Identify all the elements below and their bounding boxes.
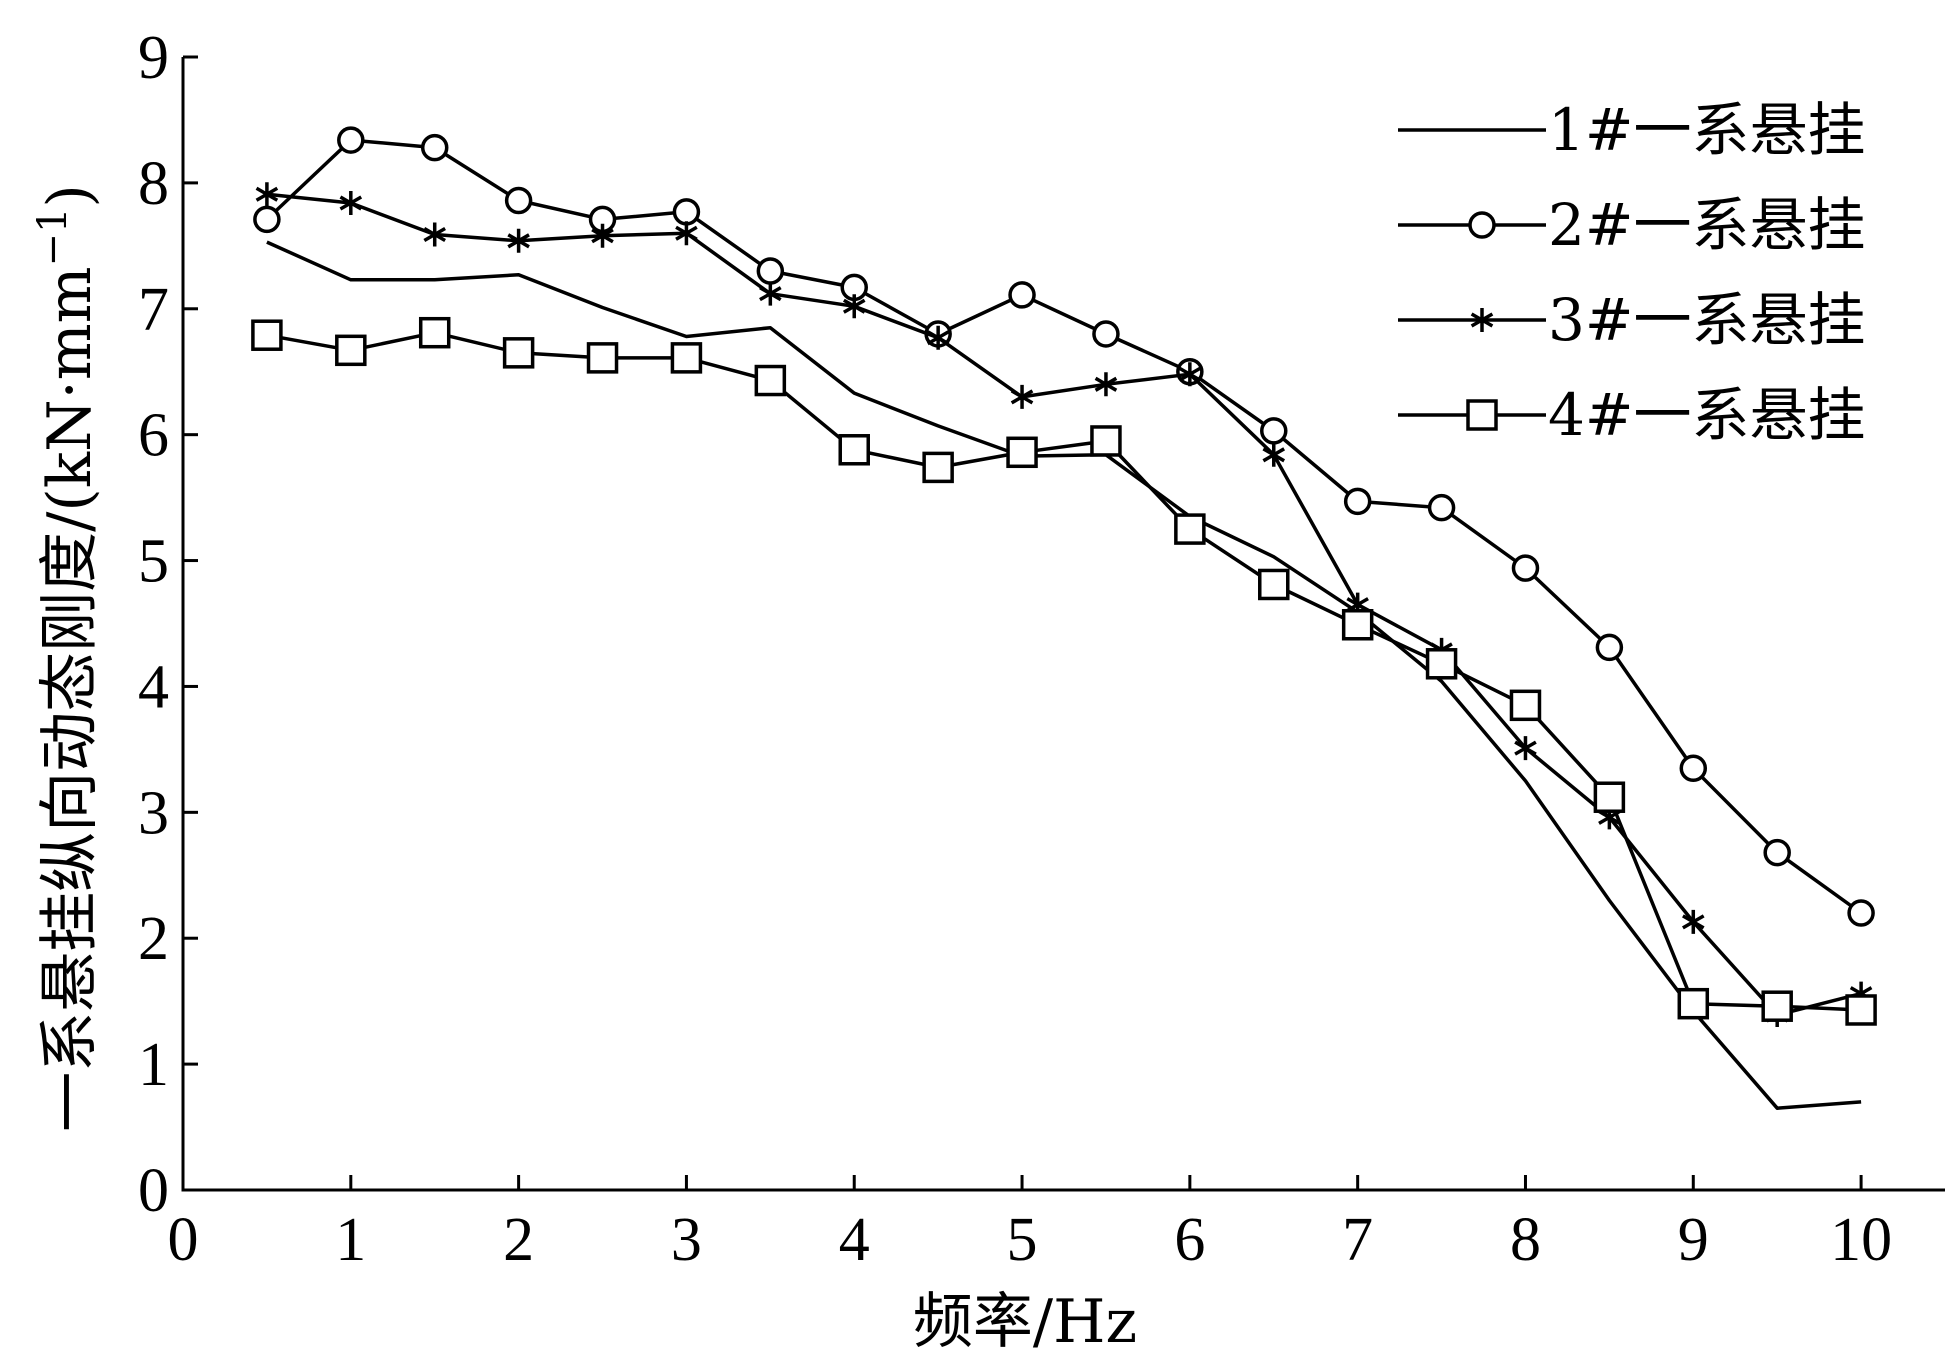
x-tick-label: 7 — [1342, 1206, 1373, 1274]
series-3-point — [1682, 909, 1705, 934]
series-4-point — [838, 434, 870, 466]
series-4-point — [251, 319, 283, 351]
series-2-point — [420, 133, 449, 162]
y-tick-label: 2 — [138, 905, 169, 973]
legend-entry-2: 2#一系悬挂 — [1398, 191, 1866, 259]
series-4-point — [1761, 990, 1793, 1022]
series-2-point — [1595, 633, 1624, 662]
series-1 — [266, 240, 1862, 1110]
y-axis-title: 一系悬挂纵向动态刚度/(kN·mm−1) — [30, 184, 105, 1132]
series-4-point — [1006, 436, 1038, 469]
legend-marker — [1470, 308, 1494, 332]
series-2-point — [1511, 554, 1540, 582]
legend-marker — [1468, 211, 1496, 239]
series-2-point — [253, 205, 281, 234]
series-2-point — [1679, 754, 1708, 783]
series-2-point — [672, 198, 701, 226]
series-3-point — [1262, 442, 1286, 467]
series-3-point — [339, 191, 363, 216]
series-3-point — [759, 281, 782, 306]
series-2-line — [265, 138, 1863, 915]
series-4-point — [335, 334, 367, 367]
series-3-point — [423, 222, 446, 247]
x-tick-label: 1 — [335, 1206, 366, 1274]
series-4-point — [1090, 425, 1122, 457]
series-3-point — [1178, 362, 1202, 387]
series-2-point — [1763, 838, 1791, 867]
series-4-point — [670, 342, 703, 374]
series-3-point — [591, 223, 614, 248]
x-tick-label: 2 — [503, 1206, 534, 1274]
y-axis-title-superscript: −1 — [30, 208, 76, 267]
series-2-point — [504, 186, 533, 215]
y-tick-label: 5 — [138, 528, 169, 596]
series-4-point — [586, 342, 619, 374]
series-4-point — [754, 364, 787, 397]
x-tick-label: 4 — [839, 1206, 870, 1274]
series-3-point — [255, 182, 279, 207]
x-tick-label: 8 — [1510, 1206, 1541, 1274]
series-2-point — [1008, 281, 1036, 309]
legend: 1#一系悬挂 2#一系悬挂 3#一系悬挂 4#一系悬挂 — [1398, 96, 1866, 449]
series-3-point — [675, 221, 698, 246]
series-4-point — [1845, 994, 1877, 1026]
legend-label: 2#一系悬挂 — [1548, 191, 1866, 259]
series-4-point — [1593, 781, 1626, 813]
series-4-point — [1425, 648, 1458, 680]
series-4-point — [1509, 689, 1542, 722]
x-tick-label: 6 — [1174, 1206, 1205, 1274]
legend-entry-4: 4#一系悬挂 — [1398, 381, 1866, 449]
series-3-point — [1010, 384, 1034, 409]
x-tick-label: 5 — [1007, 1206, 1038, 1274]
plot-area — [251, 126, 1877, 1110]
series-4-point — [1174, 513, 1206, 545]
series-2-point — [1260, 417, 1288, 445]
series-2-point — [756, 257, 785, 285]
legend-label: 4#一系悬挂 — [1548, 381, 1866, 449]
y-tick-label: 9 — [138, 24, 169, 92]
series-2-point — [1092, 320, 1120, 348]
y-tick-label: 7 — [138, 276, 169, 344]
x-tick-label: 9 — [1678, 1206, 1709, 1274]
y-tick-label: 8 — [138, 150, 169, 218]
y-tick-label: 1 — [138, 1031, 169, 1099]
chart-ticks: 0 1 2 3 4 5 6 7 8 9 10 0 1 2 3 4 5 6 7 8 9 — [138, 24, 1892, 1274]
series-4-point — [418, 316, 451, 349]
series-3-point — [1514, 736, 1537, 761]
series-3-point — [926, 325, 950, 350]
series-4-point — [502, 337, 535, 369]
series-2-point — [1427, 493, 1456, 522]
series-4-point — [922, 451, 954, 484]
legend-label: 1#一系悬挂 — [1548, 96, 1866, 164]
series-3-point — [842, 294, 866, 319]
series-2-point — [1343, 487, 1372, 516]
y-tick-label: 3 — [138, 779, 169, 847]
series-2-point — [1847, 899, 1875, 927]
y-tick-label: 6 — [138, 402, 169, 470]
legend-marker — [1466, 399, 1498, 431]
series-2-point — [337, 126, 365, 154]
series-4-point — [1258, 568, 1290, 601]
x-tick-label: 10 — [1830, 1206, 1892, 1274]
x-axis-title: 频率/Hz — [913, 1287, 1137, 1354]
y-axis-title-close: ) — [35, 184, 105, 207]
series-4 — [251, 316, 1877, 1026]
legend-label: 3#一系悬挂 — [1548, 286, 1866, 354]
series-3-point — [1094, 372, 1118, 397]
series-4-point — [1341, 609, 1374, 641]
x-tick-label: 3 — [671, 1206, 702, 1274]
y-tick-label: 0 — [138, 1157, 169, 1225]
legend-entry-3: 3#一系悬挂 — [1398, 286, 1866, 354]
series-4-point — [1677, 987, 1710, 1020]
series-3-point — [507, 228, 530, 253]
legend-entry-1: 1#一系悬挂 — [1398, 96, 1866, 164]
series-1-line — [266, 240, 1862, 1110]
x-tick-label: 0 — [168, 1206, 199, 1274]
y-tick-label: 4 — [138, 653, 169, 721]
